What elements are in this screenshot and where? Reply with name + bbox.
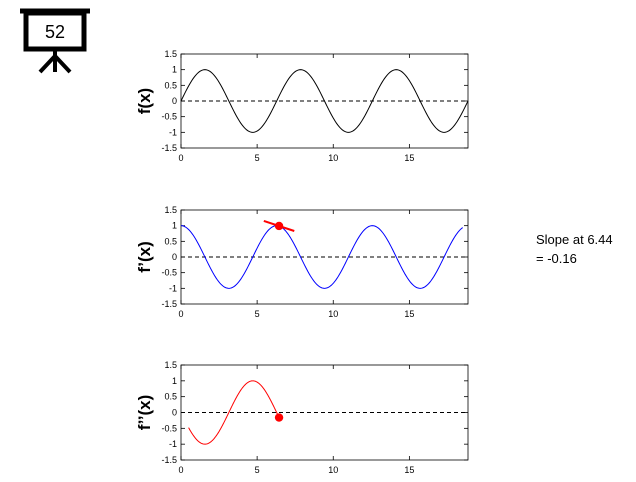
y-tick-label: 0.5 — [164, 236, 177, 246]
y-tick-label: 1.5 — [164, 49, 177, 59]
y-tick-label: 0 — [172, 96, 177, 106]
board-leg-right — [53, 54, 72, 74]
data-point-marker — [274, 221, 284, 231]
y-tick-label: -1 — [169, 283, 177, 293]
y-tick-label: 0 — [172, 408, 177, 418]
y-tick-label: -1.5 — [161, 299, 177, 309]
x-tick-label: 5 — [255, 153, 260, 163]
y-axis-label: f’’(x) — [135, 395, 154, 431]
y-tick-label: 1 — [172, 65, 177, 75]
chart-panel-3: -1.5 -1 -0.5 0 0.5 1 1.5 0 5 10 15 f’’(x) — [135, 360, 469, 475]
chart-panel-2: -1.5 -1 -0.5 0 0.5 1 1.5 0 5 10 15 f’(x) — [135, 205, 469, 319]
y-tick-label: 1 — [172, 376, 177, 386]
y-tick-label: -1 — [169, 439, 177, 449]
x-tick-label: 15 — [404, 309, 414, 319]
series-line — [180, 69, 469, 133]
x-tick-label: 0 — [178, 465, 183, 475]
y-tick-label: -0.5 — [161, 268, 177, 278]
y-tick-label: 1.5 — [164, 205, 177, 215]
board-frame — [23, 10, 87, 52]
y-tick-label: 0 — [172, 252, 177, 262]
y-axis-label: f’(x) — [135, 241, 154, 272]
y-tick-label: -1.5 — [161, 143, 177, 153]
data-point-marker — [274, 413, 284, 422]
y-tick-label: -1 — [169, 127, 177, 137]
y-tick-label: 0.5 — [164, 392, 177, 402]
x-tick-label: 10 — [328, 465, 338, 475]
y-tick-label: 1 — [172, 221, 177, 231]
presentation-board-icon: 52 — [20, 8, 90, 74]
series-line — [180, 225, 463, 289]
slide-number: 52 — [45, 22, 65, 42]
x-tick-label: 5 — [255, 309, 260, 319]
y-tick-label: -0.5 — [161, 423, 177, 433]
x-tick-label: 0 — [178, 309, 183, 319]
slope-annotation-line1: Slope at 6.44 — [536, 232, 613, 247]
x-tick-label: 15 — [404, 465, 414, 475]
series-line — [188, 380, 280, 445]
chart-panel-1: -1.5 -1 -0.5 0 0.5 1 1.5 0 5 10 15 f(x) — [135, 49, 469, 163]
y-tick-label: -0.5 — [161, 112, 177, 122]
y-tick-label: -1.5 — [161, 455, 177, 465]
y-axis-label: f(x) — [135, 88, 154, 114]
slope-annotation-line2: = -0.16 — [536, 251, 577, 266]
y-tick-label: 1.5 — [164, 360, 177, 370]
slope-annotation: Slope at 6.44 = -0.16 — [536, 230, 632, 268]
x-tick-label: 10 — [328, 309, 338, 319]
x-tick-label: 0 — [178, 153, 183, 163]
x-tick-label: 15 — [404, 153, 414, 163]
x-tick-label: 10 — [328, 153, 338, 163]
x-tick-label: 5 — [255, 465, 260, 475]
y-tick-label: 0.5 — [164, 80, 177, 90]
board-leg-left — [38, 54, 57, 74]
